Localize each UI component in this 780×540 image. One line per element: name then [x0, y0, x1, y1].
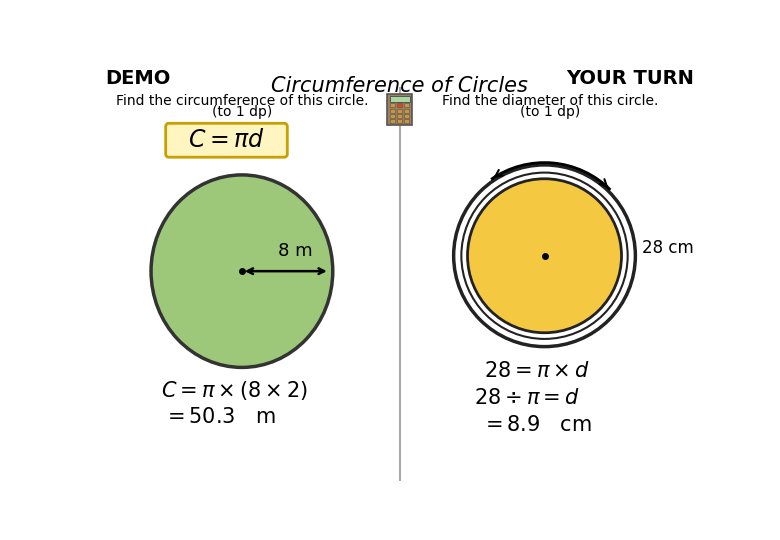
Bar [390, 119, 395, 123]
Bar [403, 114, 409, 118]
Text: $C = \pi \times (8 \times 2)$: $C = \pi \times (8 \times 2)$ [161, 379, 308, 402]
Bar [397, 119, 402, 123]
Bar [390, 114, 395, 118]
Text: $C = \pi d$: $C = \pi d$ [188, 129, 265, 152]
Text: $28 \div \pi = d$: $28 \div \pi = d$ [474, 388, 580, 408]
Circle shape [454, 165, 636, 347]
Circle shape [467, 179, 622, 333]
Text: 8 m: 8 m [278, 241, 312, 260]
Bar [397, 109, 402, 112]
Bar [403, 103, 409, 107]
Bar [397, 103, 402, 107]
Text: (to 1 dp): (to 1 dp) [212, 105, 272, 119]
Text: Find the diameter of this circle.: Find the diameter of this circle. [441, 94, 658, 108]
Circle shape [461, 173, 628, 339]
Bar [390, 96, 410, 102]
Bar [390, 103, 395, 107]
Text: Find the circumference of this circle.: Find the circumference of this circle. [115, 94, 368, 108]
Text: $28 = \pi \times d$: $28 = \pi \times d$ [484, 361, 590, 381]
Bar [397, 114, 402, 118]
Ellipse shape [151, 175, 333, 367]
Text: Circumference of Circles: Circumference of Circles [271, 76, 528, 96]
Bar [403, 109, 409, 112]
Text: YOUR TURN: YOUR TURN [566, 69, 694, 87]
Text: DEMO: DEMO [105, 69, 171, 87]
Bar [388, 94, 412, 125]
Text: 28 cm: 28 cm [641, 239, 693, 257]
Bar [403, 119, 409, 123]
FancyBboxPatch shape [165, 123, 287, 157]
Text: $= 50.3$   m: $= 50.3$ m [162, 408, 275, 428]
Text: (to 1 dp): (to 1 dp) [519, 105, 580, 119]
Bar [390, 109, 395, 112]
Text: $= 8.9$   cm: $= 8.9$ cm [481, 415, 592, 435]
